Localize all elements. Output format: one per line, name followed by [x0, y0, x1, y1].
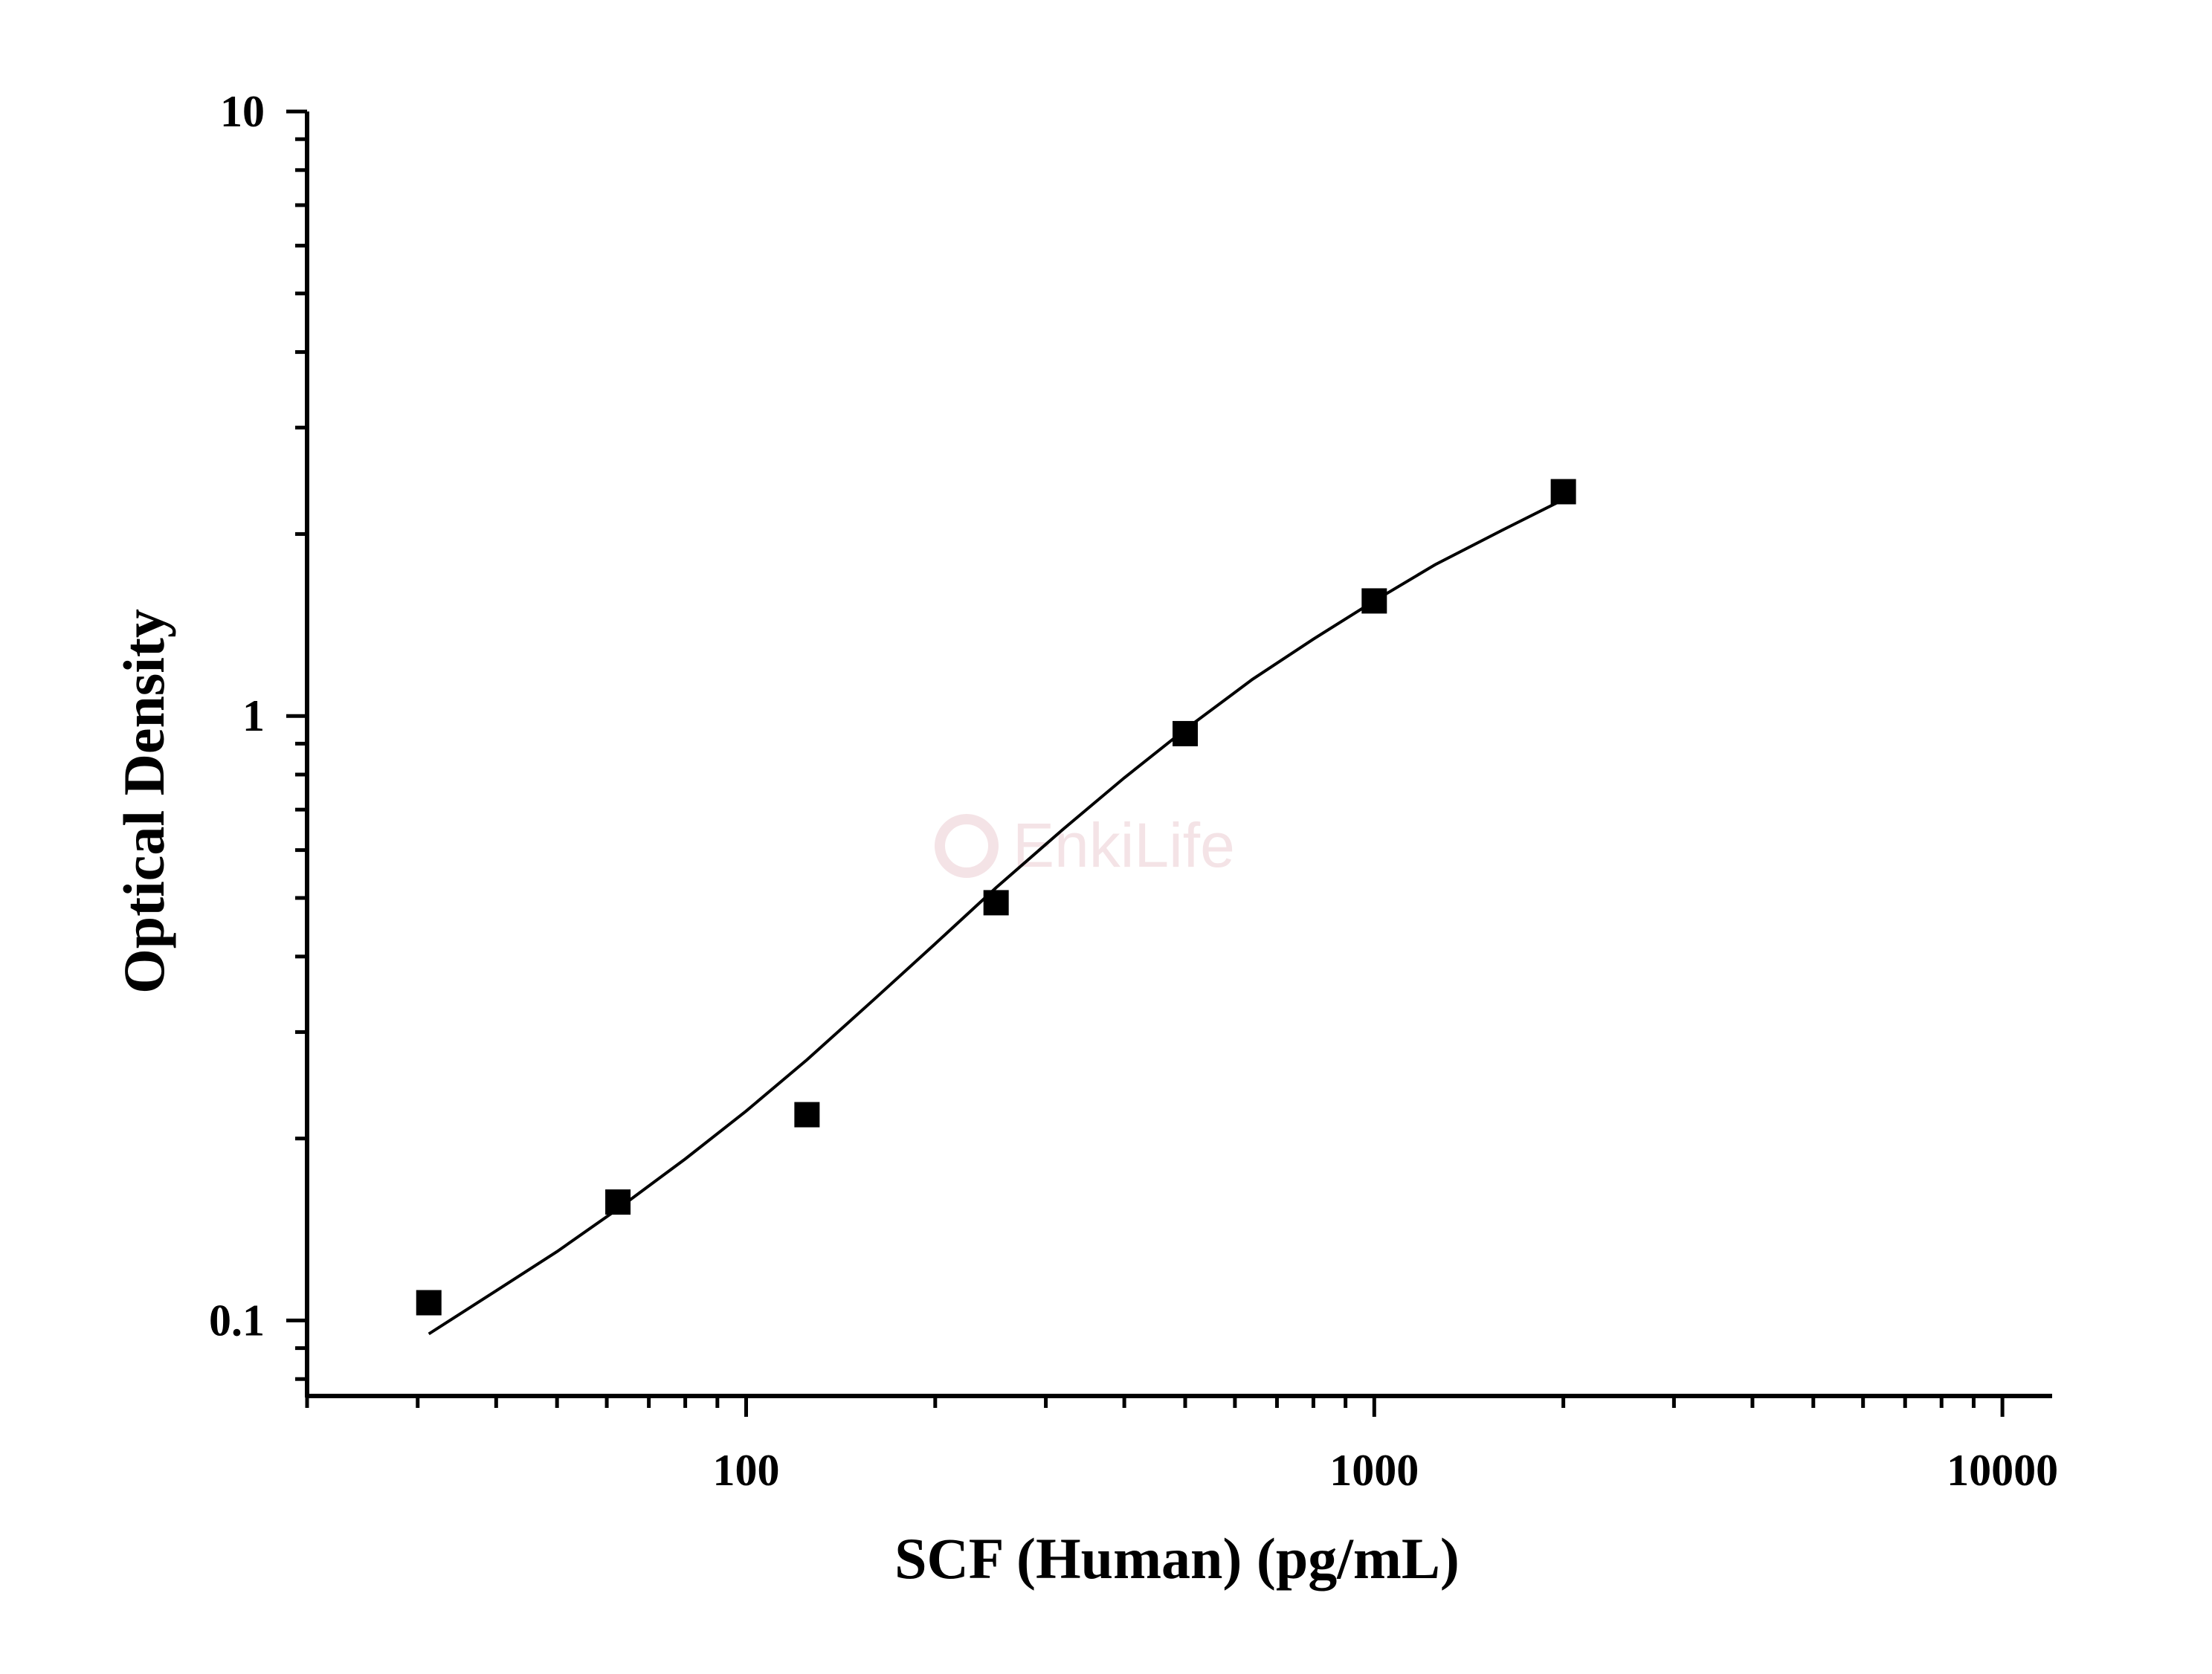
- y-axis-title: Optical Density: [112, 609, 176, 994]
- x-tick-label: 100: [712, 1446, 779, 1495]
- data-points: [416, 479, 1576, 1316]
- data-point: [416, 1290, 442, 1316]
- y-tick-label: 1: [242, 691, 265, 740]
- data-point: [605, 1189, 631, 1215]
- watermark-text: EnkiLife: [1013, 810, 1235, 880]
- data-point: [1361, 588, 1387, 614]
- watermark-logo: EnkiLife: [935, 810, 1235, 880]
- x-axis-title: SCF (Human) (pg/mL): [894, 1526, 1460, 1591]
- data-point: [1172, 720, 1198, 746]
- data-point: [983, 890, 1009, 916]
- x-axis-ticks: 100 1000 10000: [305, 1396, 2058, 1495]
- data-point: [1550, 479, 1576, 505]
- y-tick-label: 0.1: [209, 1296, 265, 1345]
- data-point: [794, 1102, 820, 1128]
- fit-curve: [428, 498, 1564, 1336]
- x-tick-label: 10000: [1947, 1446, 2058, 1495]
- y-tick-label: 10: [220, 87, 265, 136]
- axes: [305, 112, 2052, 1398]
- x-tick-label: 1000: [1329, 1446, 1419, 1495]
- y-axis-ticks: 0.1 1 10: [209, 87, 307, 1381]
